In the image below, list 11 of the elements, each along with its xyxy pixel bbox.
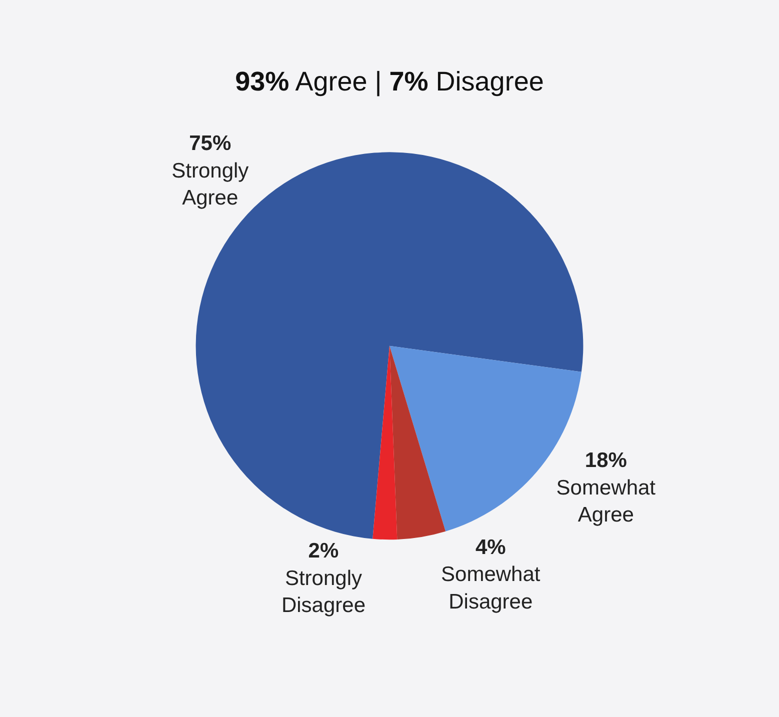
data-label: 75% xyxy=(189,132,232,156)
chart-title: 93% Agree | 7% Disagree xyxy=(235,66,544,97)
slice-label: Somewhat Disagree xyxy=(441,563,540,614)
slice-label: Strongly Disagree xyxy=(281,566,366,618)
pie-slice xyxy=(390,346,446,540)
pie-slice xyxy=(372,346,398,540)
data-label: 2% xyxy=(308,540,339,563)
data-label: 18% xyxy=(584,449,628,472)
data-label: 4% xyxy=(475,536,506,559)
slice-label: Somewhat Agree xyxy=(556,476,656,527)
slice-label: Strongly Agree xyxy=(172,159,250,210)
